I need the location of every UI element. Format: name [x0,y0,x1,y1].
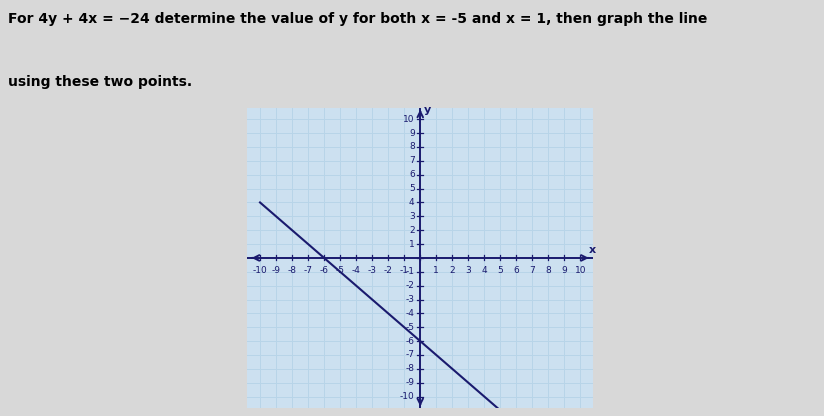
Text: -5: -5 [405,323,414,332]
Text: -6: -6 [405,337,414,346]
Text: -3: -3 [368,265,377,275]
Text: 1: 1 [433,265,439,275]
Text: -9: -9 [272,265,280,275]
Text: 5: 5 [498,265,503,275]
Text: 7: 7 [530,265,536,275]
Text: -9: -9 [405,378,414,387]
Text: using these two points.: using these two points. [8,75,192,89]
Text: 10: 10 [403,115,414,124]
Text: x: x [589,245,596,255]
Text: 8: 8 [545,265,551,275]
Text: For 4y + 4x = −24 determine the value of y for both x = -5 and x = 1, then graph: For 4y + 4x = −24 determine the value of… [8,12,708,27]
Text: 8: 8 [409,143,414,151]
Text: 3: 3 [466,265,471,275]
Text: -7: -7 [303,265,312,275]
Text: 2: 2 [449,265,455,275]
Text: 6: 6 [409,170,414,179]
Text: 6: 6 [513,265,519,275]
Text: -8: -8 [288,265,297,275]
Text: 1: 1 [409,240,414,248]
Text: 3: 3 [409,212,414,221]
Text: -2: -2 [405,281,414,290]
Text: 2: 2 [409,226,414,235]
Text: -1: -1 [405,267,414,276]
Text: -4: -4 [352,265,361,275]
Text: 5: 5 [409,184,414,193]
Text: -10: -10 [253,265,268,275]
Text: -8: -8 [405,364,414,373]
Text: -10: -10 [400,392,414,401]
Text: -3: -3 [405,295,414,304]
Text: 10: 10 [574,265,586,275]
Text: 7: 7 [409,156,414,165]
Text: -1: -1 [400,265,409,275]
Text: -2: -2 [384,265,392,275]
Text: -4: -4 [405,309,414,318]
Text: -7: -7 [405,351,414,359]
Text: 9: 9 [562,265,567,275]
Text: y: y [424,105,431,115]
Text: 4: 4 [409,198,414,207]
Text: 9: 9 [409,129,414,138]
Text: -6: -6 [320,265,329,275]
Text: 4: 4 [481,265,487,275]
Text: -5: -5 [335,265,344,275]
